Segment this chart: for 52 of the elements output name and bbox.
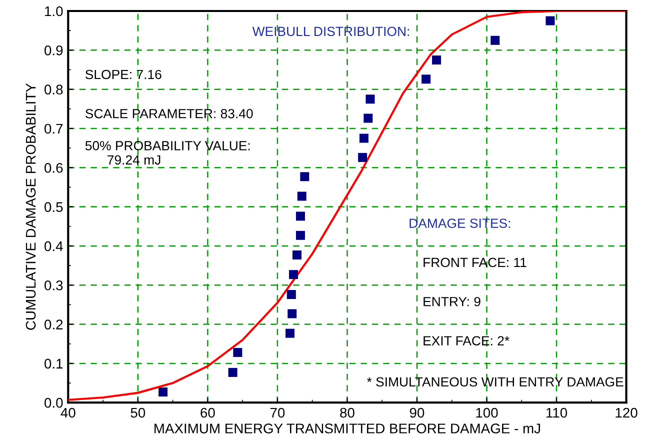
x-tick-label: 90 [410, 408, 424, 418]
point [490, 36, 500, 45]
point [286, 290, 296, 300]
point [228, 368, 238, 377]
point [158, 388, 168, 397]
point [300, 172, 310, 182]
x-tick-label: 120 [616, 408, 638, 418]
point [292, 250, 302, 260]
point [296, 212, 305, 221]
x-axis-title: MAXIMUM ENERGY TRANSMITTED BEFORE DAMAGE - mJ [154, 424, 540, 434]
point [286, 328, 295, 338]
y-tick-label: 0.8 [44, 84, 63, 94]
annotation: ENTRY: 9 [424, 296, 480, 306]
y-tick-label: 0.2 [44, 320, 63, 330]
x-tick-label: 110 [546, 408, 568, 418]
point [359, 134, 368, 143]
y-tick-label: 0.6 [44, 162, 63, 173]
y-tick-label: 1.0 [45, 6, 63, 16]
annotation: EXIT FACE: 2* [424, 336, 510, 346]
point [432, 55, 442, 64]
annotation: SLOPE: 7.16 [85, 70, 162, 80]
annotation: SCALE PARAMETER: 83.40 [85, 108, 253, 118]
x-tick-label: 40 [60, 408, 76, 418]
y-tick-label: 0.1 [44, 358, 63, 369]
point [358, 152, 368, 162]
point [546, 16, 555, 26]
line-series [68, 11, 626, 401]
annotation: * SIMULTANEOUS WITH ENTRY DAMAGE [366, 377, 624, 387]
y-tick-label: 0.4 [44, 241, 63, 252]
x-tick-label: 70 [270, 408, 285, 418]
y-tick-label: 0.7 [44, 124, 63, 134]
y-tick-label: 0.9 [44, 45, 63, 56]
x-tick-label: 50 [130, 408, 146, 418]
annotation: DAMAGE SITES: [410, 218, 510, 228]
point [364, 114, 373, 123]
point [288, 270, 298, 280]
x-tick-label: 100 [476, 408, 498, 418]
y-tick-label: 0.0 [44, 398, 63, 408]
point [296, 230, 305, 240]
annotation: 50% PROBABILITY VALUE: 79.24 mJ [85, 141, 250, 165]
point [297, 192, 306, 201]
point [422, 74, 431, 84]
y-axis-title: CUMULATIVE DAMAGE PROBABILITY [26, 83, 36, 330]
x-tick-label: 60 [200, 408, 215, 418]
y-tick-label: 0.3 [44, 280, 63, 290]
annotation: WEIBULL DISTRIBUTION: [252, 26, 409, 36]
y-tick-label: 0.5 [44, 202, 63, 212]
point [233, 348, 242, 357]
point [288, 309, 297, 318]
annotation: FRONT FACE: 11 [424, 258, 526, 268]
point [366, 94, 375, 104]
x-tick-label: 80 [340, 408, 354, 418]
